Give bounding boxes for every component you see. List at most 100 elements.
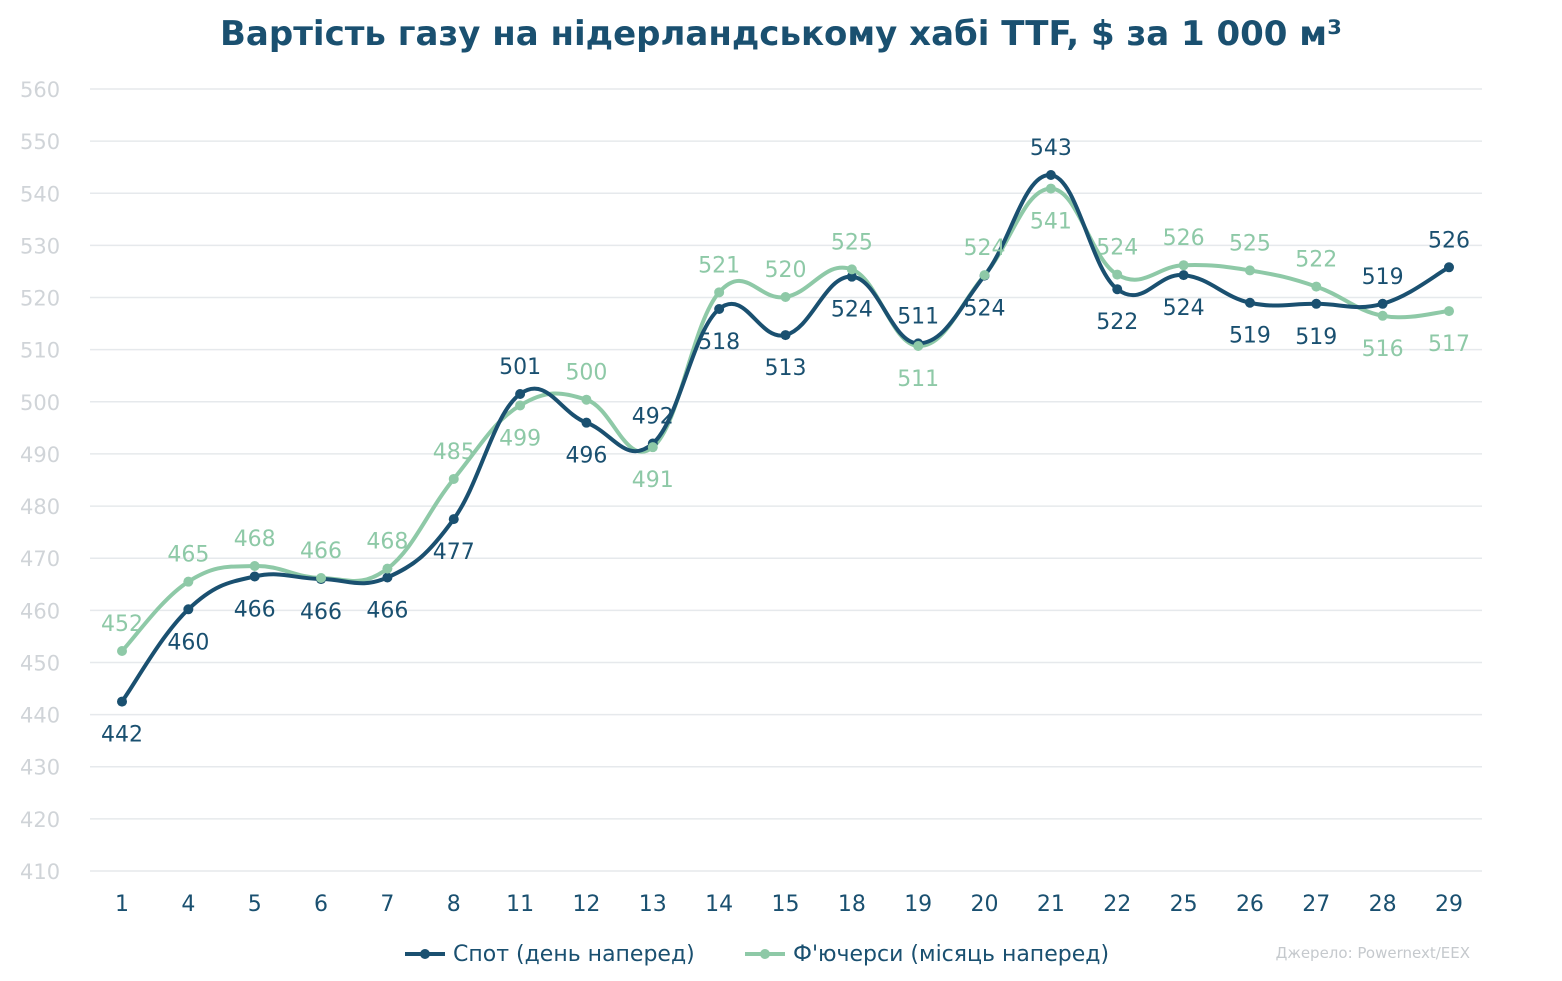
data-label-spot: 519 xyxy=(1295,325,1337,350)
data-point-futures xyxy=(1377,310,1388,321)
data-point-spot xyxy=(1045,170,1056,181)
data-label-spot: 477 xyxy=(433,540,475,565)
y-tick-label: 550 xyxy=(20,130,60,154)
data-point-futures xyxy=(780,292,791,303)
data-label-futures: 524 xyxy=(964,236,1006,261)
x-tick-label: 7 xyxy=(380,892,394,917)
data-point-spot xyxy=(846,271,857,282)
x-tick-label: 27 xyxy=(1302,892,1330,917)
data-point-futures xyxy=(1112,269,1123,280)
y-axis-ticks: 560 550 540 530 520 510 500 490 480 470 460 450 440 4… xyxy=(20,78,60,884)
data-label-spot: 466 xyxy=(234,597,276,622)
x-tick-label: 13 xyxy=(639,892,667,917)
data-label-futures: 468 xyxy=(234,527,276,552)
data-label-spot: 466 xyxy=(366,598,408,623)
x-tick-label: 6 xyxy=(314,892,328,917)
data-label-spot: 513 xyxy=(765,356,807,381)
x-tick-label: 19 xyxy=(904,892,932,917)
legend: Спот (день наперед) Ф'ючерси (місяць нап… xyxy=(0,936,1562,976)
data-label-futures: 521 xyxy=(698,253,740,278)
legend-swatch-spot xyxy=(405,949,445,959)
data-point-futures xyxy=(714,287,725,298)
data-label-spot: 501 xyxy=(499,355,541,380)
data-point-spot xyxy=(780,330,791,341)
data-label-futures: 452 xyxy=(101,612,143,637)
data-label-futures: 499 xyxy=(499,426,541,451)
data-point-spot xyxy=(1377,298,1388,309)
x-tick-label: 20 xyxy=(971,892,999,917)
data-label-spot: 519 xyxy=(1362,265,1404,290)
data-point-futures xyxy=(448,473,459,484)
data-point-spot xyxy=(714,304,725,315)
y-tick-label: 420 xyxy=(20,808,60,832)
data-label-spot: 460 xyxy=(167,630,209,655)
data-point-spot xyxy=(249,571,260,582)
x-tick-label: 11 xyxy=(506,892,534,917)
data-labels: 442 460 466 466 466 477 501 496 492 518 513 524 511 5… xyxy=(101,136,1470,748)
legend-item-futures: Ф'ючерси (місяць наперед) xyxy=(745,936,1109,972)
x-tick-label: 14 xyxy=(705,892,733,917)
data-point-futures xyxy=(117,645,127,656)
y-tick-label: 460 xyxy=(20,599,60,623)
data-label-futures: 526 xyxy=(1163,226,1205,251)
data-point-spot xyxy=(448,514,459,525)
data-point-futures xyxy=(1045,183,1056,194)
data-point-futures xyxy=(382,563,393,574)
y-tick-label: 490 xyxy=(20,443,60,467)
x-tick-label: 28 xyxy=(1369,892,1397,917)
x-tick-label: 8 xyxy=(447,892,461,917)
data-label-futures: 468 xyxy=(366,530,408,555)
data-label-futures: 517 xyxy=(1428,332,1470,357)
chart-title: Вартість газу на нідерландському хабі TT… xyxy=(220,14,1342,54)
y-tick-label: 430 xyxy=(20,756,60,780)
data-point-futures xyxy=(846,264,857,275)
data-label-spot: 524 xyxy=(964,297,1006,322)
x-axis-ticks: 1 4 5 6 7 8 11 12 13 14 15 18 19 20 21 22 25 26 27 28 29 xyxy=(115,892,1463,917)
line-chart: 5605505405305205105004904804704604504404… xyxy=(20,78,1482,917)
data-point-futures xyxy=(581,394,592,405)
data-point-futures xyxy=(913,341,924,352)
data-label-spot: 518 xyxy=(698,330,740,355)
legend-label-spot: Спот (день наперед) xyxy=(453,941,695,967)
y-tick-label: 540 xyxy=(20,182,60,206)
data-point-futures xyxy=(1311,281,1322,292)
data-label-futures: 541 xyxy=(1030,210,1072,235)
data-label-spot: 492 xyxy=(632,405,674,430)
legend-label-futures: Ф'ючерси (місяць наперед) xyxy=(793,941,1110,967)
data-point-spot xyxy=(1112,284,1123,295)
data-label-futures: 520 xyxy=(765,258,807,283)
data-point-spot xyxy=(382,572,393,583)
y-tick-label: 470 xyxy=(20,547,60,571)
data-point-spot xyxy=(1311,298,1322,309)
data-point-futures xyxy=(316,573,327,584)
data-label-futures: 522 xyxy=(1295,248,1337,273)
y-tick-label: 440 xyxy=(20,704,60,728)
x-tick-label: 22 xyxy=(1103,892,1131,917)
data-label-spot: 466 xyxy=(300,600,342,625)
data-point-futures xyxy=(1178,260,1189,271)
data-label-futures: 485 xyxy=(433,440,475,465)
data-point-spot xyxy=(117,696,127,707)
source-note: Джерело: Powernext/EEX xyxy=(1275,944,1470,962)
data-point-spot xyxy=(581,417,592,428)
data-label-spot: 524 xyxy=(1163,296,1205,321)
data-label-futures: 500 xyxy=(565,361,607,386)
x-tick-label: 18 xyxy=(838,892,866,917)
data-points xyxy=(117,170,1454,707)
data-point-futures xyxy=(647,442,658,453)
data-label-futures: 524 xyxy=(1096,236,1138,261)
data-label-futures: 466 xyxy=(300,539,342,564)
data-point-futures xyxy=(249,561,260,572)
x-tick-label: 4 xyxy=(181,892,195,917)
y-tick-label: 450 xyxy=(20,651,60,675)
x-tick-label: 26 xyxy=(1236,892,1264,917)
x-tick-label: 21 xyxy=(1037,892,1065,917)
data-label-futures: 511 xyxy=(897,367,939,392)
data-point-spot xyxy=(1244,297,1255,308)
x-tick-label: 15 xyxy=(772,892,800,917)
data-label-spot: 442 xyxy=(101,723,143,748)
x-tick-label: 25 xyxy=(1170,892,1198,917)
data-label-futures: 465 xyxy=(167,543,209,568)
data-label-spot: 522 xyxy=(1096,310,1138,335)
data-label-spot: 526 xyxy=(1428,228,1470,253)
